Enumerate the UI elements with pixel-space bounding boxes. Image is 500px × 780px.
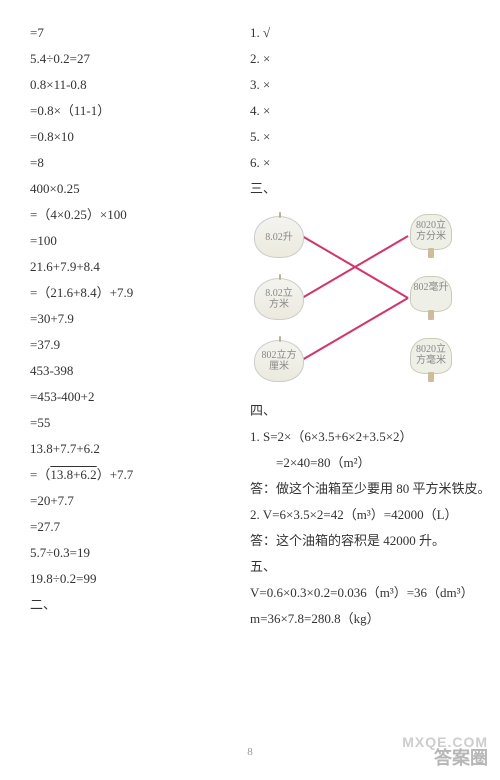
matching-diagram: 8.02升 8.02立方米 802立方厘米 8020立方分米 802毫升 8020立方毫米 (250, 208, 460, 388)
text-line: =27.7 (30, 514, 230, 540)
text-line: 5. × (250, 124, 470, 150)
right-column: 1. √2. ×3. ×4. ×5. ×6. ×三、 8.02升8.02立方米8… (250, 20, 470, 632)
text-line: 0.8×11-0.8 (30, 72, 230, 98)
text-line: 1. S=2×（6×3.5+6×2+3.5×2） (250, 424, 470, 450)
text-line: 1. √ (250, 20, 470, 46)
text-line: m=36×7.8=280.8（kg） (250, 606, 470, 632)
text-line: 453-398 (30, 358, 230, 384)
left-column: =75.4÷0.2=270.8×11-0.8=0.8×（11-1）=0.8×10… (30, 20, 230, 632)
text-line: 二、 (30, 592, 230, 618)
text-line: =7 (30, 20, 230, 46)
text-line: =55 (30, 410, 230, 436)
text-line: 三、 (250, 176, 470, 202)
text-line: 6. × (250, 150, 470, 176)
text-line: =100 (30, 228, 230, 254)
text-line: =0.8×（11-1） (30, 98, 230, 124)
text-line: V=0.6×0.3×0.2=0.036（m³）=36（dm³） (250, 580, 470, 606)
text-line: =0.8×10 (30, 124, 230, 150)
text-line: 13.8+7.7+6.2 (30, 436, 230, 462)
text-line: =20+7.7 (30, 488, 230, 514)
text-line: 21.6+7.9+8.4 (30, 254, 230, 280)
text-line: 答：做这个油箱至少要用 80 平方米铁皮。 (250, 476, 470, 502)
tree-node: 8020立方分米 (406, 212, 456, 260)
text-line: =8 (30, 150, 230, 176)
apple-node: 8.02立方米 (254, 278, 304, 320)
text-line: 答：这个油箱的容积是 42000 升。 (250, 528, 470, 554)
text-line: 400×0.25 (30, 176, 230, 202)
watermark: 答案圈 (434, 744, 488, 770)
text-line: 2. × (250, 46, 470, 72)
text-line: 4. × (250, 98, 470, 124)
text-line: 五、 (250, 554, 470, 580)
text-line: =30+7.9 (30, 306, 230, 332)
apple-node: 802立方厘米 (254, 340, 304, 382)
text-line: =37.9 (30, 332, 230, 358)
text-line: 2. V=6×3.5×2=42（m³）=42000（L） (250, 502, 470, 528)
tree-node: 8020立方毫米 (406, 336, 456, 384)
text-line: =2×40=80（m²） (250, 450, 470, 476)
apple-node: 8.02升 (254, 216, 304, 258)
text-line: =（21.6+8.4）+7.9 (30, 280, 230, 306)
text-line: 3. × (250, 72, 470, 98)
text-line: 5.7÷0.3=19 (30, 540, 230, 566)
text-line: =（4×0.25）×100 (30, 202, 230, 228)
text-line: 四、 (250, 398, 470, 424)
text-line: 19.8÷0.2=99 (30, 566, 230, 592)
text-line: 5.4÷0.2=27 (30, 46, 230, 72)
tree-node: 802毫升 (406, 274, 456, 322)
match-line (302, 298, 408, 360)
text-line: =453-400+2 (30, 384, 230, 410)
watermark-cn: 答案圈 (434, 744, 488, 770)
text-line: =（13.8+6.2）+7.7 (30, 462, 230, 488)
